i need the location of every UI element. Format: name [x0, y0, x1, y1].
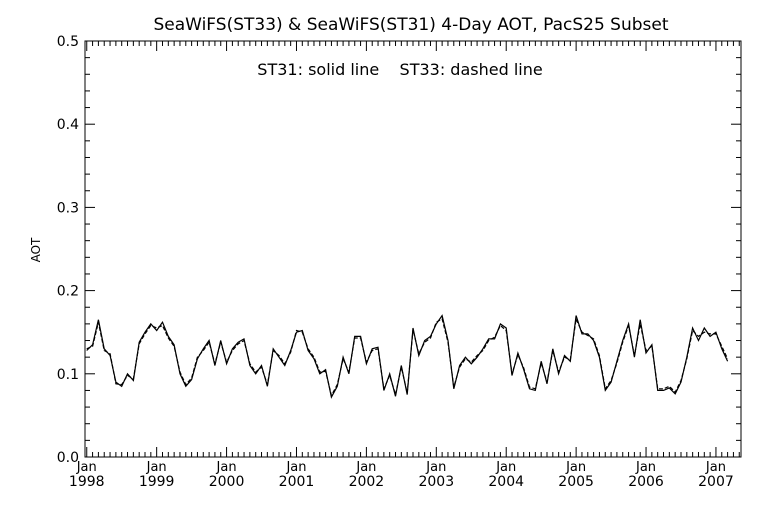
x-axis: Jan1998Jan1999Jan2000Jan2001Jan2002Jan20… [69, 41, 740, 490]
x-tick-year-label: 2001 [279, 474, 315, 490]
y-axis-label: AOT [29, 237, 43, 262]
x-tick-year-label: 1999 [139, 474, 175, 490]
x-tick-year-label: 2006 [628, 474, 664, 490]
x-tick-year-label: 2003 [418, 474, 454, 490]
x-tick-year-label: 2007 [698, 474, 734, 490]
y-tick-label: 0.4 [57, 117, 79, 133]
series-group [86, 314, 729, 399]
line-style-annotation: ST31: solid line ST33: dashed line [257, 60, 542, 79]
x-tick-month-label: Jan [146, 460, 167, 475]
y-tick-label: 0.2 [57, 284, 79, 300]
plot-frame [84, 40, 742, 458]
series-line-st33 [86, 316, 729, 398]
x-tick-year-label: 2000 [209, 474, 245, 490]
y-tick-label: 0.0 [57, 450, 79, 466]
x-tick-month-label: Jan [285, 460, 306, 475]
x-tick-year-label: 2005 [558, 474, 594, 490]
x-tick-year-label: 2004 [488, 474, 524, 490]
chart-title: SeaWiFS(ST33) & SeaWiFS(ST31) 4-Day AOT,… [153, 15, 668, 35]
x-tick-month-label: Jan [705, 460, 726, 475]
x-tick-month-label: Jan [216, 460, 237, 475]
y-axis: 0.0 0.1 0.2 0.3 0.4 0.5 [57, 34, 741, 466]
x-tick-month-label: Jan [355, 460, 376, 475]
x-tick-year-label: 1998 [69, 474, 105, 490]
x-tick-month-label: Jan [76, 460, 97, 475]
series-line-st31 [86, 314, 729, 399]
x-tick-month-label: Jan [425, 460, 446, 475]
y-tick-label: 0.1 [57, 367, 79, 383]
x-tick-month-label: Jan [635, 460, 656, 475]
x-tick-month-label: Jan [495, 460, 516, 475]
y-tick-label: 0.3 [57, 200, 79, 216]
x-tick-year-label: 2002 [349, 474, 385, 490]
y-tick-label: 0.5 [57, 34, 79, 50]
x-tick-month-label: Jan [565, 460, 586, 475]
